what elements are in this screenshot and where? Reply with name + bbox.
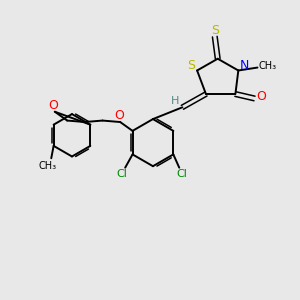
Text: N: N <box>240 59 250 72</box>
Text: CH₃: CH₃ <box>39 161 57 171</box>
Text: O: O <box>256 91 266 103</box>
Text: O: O <box>48 99 58 112</box>
Text: S: S <box>187 59 195 72</box>
Text: Cl: Cl <box>117 169 128 178</box>
Text: S: S <box>211 24 219 37</box>
Text: H: H <box>171 96 179 106</box>
Text: O: O <box>114 109 124 122</box>
Text: CH₃: CH₃ <box>259 61 277 71</box>
Text: Cl: Cl <box>177 169 188 178</box>
